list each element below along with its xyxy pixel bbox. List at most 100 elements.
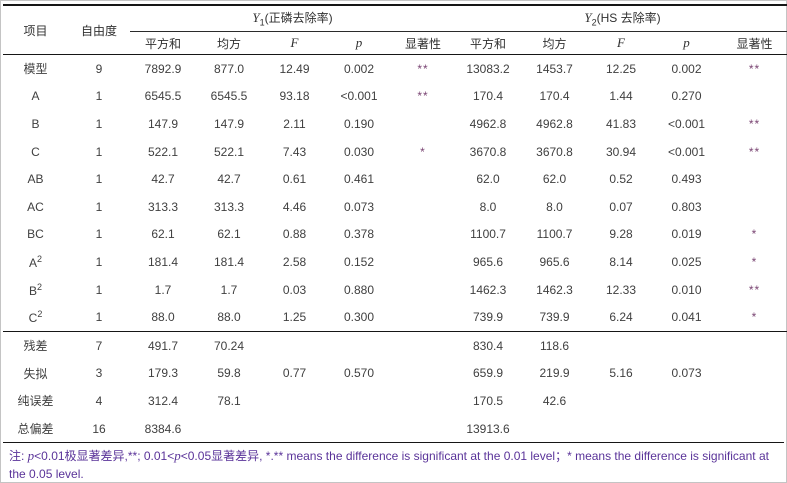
cell-y1-mean-square: 6545.5 — [210, 89, 248, 104]
cell-y1-f: 0.77 — [282, 366, 307, 381]
cell-y2-significance: * — [751, 254, 758, 269]
cell-y1-significance — [391, 165, 455, 193]
row-label: B2 — [28, 281, 43, 298]
cell-y1-significance: * — [420, 144, 426, 159]
cell-y1-sum-of-squares: 522.1 — [147, 144, 179, 159]
cell-y2-sum-of-squares: 170.4 — [473, 89, 504, 104]
cell-y2-mean-square: 8.0 — [546, 199, 563, 214]
cell-y1-f — [262, 387, 327, 415]
cell-y2-p: <0.001 — [667, 116, 706, 131]
cell-y2-p: 0.270 — [671, 89, 702, 104]
df-value: 3 — [95, 366, 103, 381]
cell-y1-mean-square: 88.0 — [217, 310, 241, 325]
column-header-y1-sum-of-squares: 平方和 — [130, 31, 196, 55]
cell-y1-sum-of-squares: 62.1 — [151, 227, 175, 242]
group-header-y2: Y2(HS 去除率) — [455, 5, 787, 32]
cell-y1-p: 0.002 — [343, 61, 375, 76]
footnote-text: <0.05显著差异, *.** means the difference is … — [9, 449, 769, 481]
cell-y2-p — [654, 330, 720, 360]
cell-y2-p: 0.073 — [671, 366, 702, 381]
cell-y2-mean-square: 739.9 — [539, 310, 570, 325]
cell-y2-p: 0.010 — [671, 282, 702, 297]
row-label: 残差 — [3, 330, 68, 360]
df-value: 16 — [92, 421, 106, 436]
df-value: 1 — [95, 199, 103, 214]
cell-y2-p: <0.001 — [667, 144, 706, 159]
cell-y1-p — [327, 387, 391, 415]
cell-y2-significance — [719, 83, 787, 111]
cell-y1-mean-square: 1.7 — [220, 282, 238, 297]
cell-y1-mean-square: 313.3 — [213, 199, 245, 214]
cell-y1-p: 0.152 — [343, 254, 375, 269]
cell-y2-f: 0.52 — [609, 172, 633, 187]
cell-y2-f: 1.44 — [609, 89, 633, 104]
cell-y1-sum-of-squares: 88.0 — [151, 310, 175, 325]
column-header-y2-f: F — [588, 31, 655, 55]
df-value: 1 — [95, 172, 103, 187]
cell-y1-p: 0.073 — [343, 199, 375, 214]
df-value: 1 — [95, 310, 103, 325]
table-row: 模型 9 7892.9 877.0 12.49 0.002 ** 13083.2 1453.7 1… — [3, 55, 787, 83]
cell-y1-mean-square: 78.1 — [217, 393, 241, 408]
cell-y1-significance — [391, 276, 455, 304]
cell-y1-significance — [391, 110, 455, 138]
cell-y1-f: 2.11 — [283, 116, 306, 131]
cell-y1-sum-of-squares: 491.7 — [130, 330, 196, 360]
row-label: 失拟 — [23, 366, 48, 381]
y2-symbol: Y — [584, 10, 592, 26]
cell-y2-f — [588, 330, 655, 360]
cell-y2-p: 0.803 — [671, 199, 702, 214]
y2-description: (HS 去除率) — [596, 11, 661, 26]
cell-y2-significance — [719, 387, 787, 415]
cell-y2-significance — [719, 360, 787, 388]
cell-y2-f: 41.83 — [606, 116, 637, 131]
cell-y1-significance: ** — [417, 61, 429, 76]
cell-y2-mean-square: 42.6 — [542, 393, 567, 408]
cell-y2-significance: ** — [748, 116, 761, 131]
cell-y2-sum-of-squares: 62.0 — [476, 172, 500, 187]
cell-y1-p: 0.378 — [343, 227, 375, 242]
cell-y1-f: 0.88 — [282, 227, 307, 242]
cell-y1-mean-square: 877.0 — [213, 61, 245, 76]
footnote-p-symbol: p — [174, 448, 181, 464]
cell-y1-sum-of-squares: 313.3 — [147, 199, 179, 214]
row-label: 总偏差 — [17, 422, 54, 437]
df-value: 1 — [95, 144, 103, 159]
cell-y2-significance: * — [751, 310, 758, 325]
cell-y1-p: <0.001 — [340, 89, 378, 104]
cell-y2-sum-of-squares: 830.4 — [455, 330, 522, 360]
df-value: 7 — [68, 330, 130, 360]
cell-y1-sum-of-squares: 42.7 — [151, 172, 175, 187]
column-header-y1-significance: 显著性 — [391, 31, 456, 55]
table-row: B 1 147.9 147.9 2.11 0.190 4962.8 4962.8 41.83 <0… — [3, 110, 787, 138]
cell-y1-f: 93.18 — [279, 89, 310, 104]
row-label: AB — [27, 172, 44, 187]
table-row: A 1 6545.5 6545.5 93.18 <0.001 ** 170.4 170.4 1.4… — [3, 83, 787, 111]
cell-y2-mean-square: 1453.7 — [536, 61, 573, 76]
cell-y1-mean-square: 522.1 — [213, 144, 245, 159]
cell-y2-significance: ** — [748, 61, 761, 76]
column-header-y2-mean-square: 均方 — [521, 31, 589, 55]
cell-y1-sum-of-squares: 147.9 — [147, 116, 179, 131]
cell-y1-p: 0.880 — [343, 282, 375, 297]
cell-y2-significance — [719, 193, 787, 221]
cell-y1-p — [327, 330, 391, 360]
footnote: 注: p<0.01极显著差异,**; 0.01<p<0.05显著差异, *.**… — [3, 442, 784, 482]
column-header-item: 项目 — [3, 5, 68, 55]
anova-table: 项目 自由度 Y1(正磷去除率) Y2(HS 去除率) 平方和 均方 F p 显… — [3, 4, 787, 442]
table-row: 残差 7 491.7 70.24 830.4 118.6 — [3, 330, 787, 360]
row-label: B — [31, 116, 40, 131]
cell-y1-f: 12.49 — [279, 61, 310, 76]
cell-y1-p: 0.190 — [343, 116, 375, 131]
table-row: AB 1 42.7 42.7 0.61 0.461 62.0 62.0 0.52 0.493 — [3, 165, 787, 193]
cell-y1-f: 2.58 — [282, 254, 307, 269]
table-row: C2 1 88.0 88.0 1.25 0.300 739.9 739.9 6.24 0.041 * — [3, 303, 787, 331]
df-value: 9 — [95, 61, 103, 76]
footnote-text: <0.01极显著差异,**; 0.01< — [34, 449, 175, 464]
y2-subscript: 2 — [591, 17, 597, 28]
cell-y1-f — [262, 330, 327, 360]
cell-y2-sum-of-squares: 965.6 — [473, 254, 504, 269]
cell-y1-mean-square: 42.7 — [217, 172, 241, 187]
table-row: A2 1 181.4 181.4 2.58 0.152 965.6 965.6 8.14 0.02… — [3, 248, 787, 276]
table-row: 失拟 3 179.3 59.8 0.77 0.570 659.9 219.9 5.16 0.073 — [3, 360, 787, 388]
